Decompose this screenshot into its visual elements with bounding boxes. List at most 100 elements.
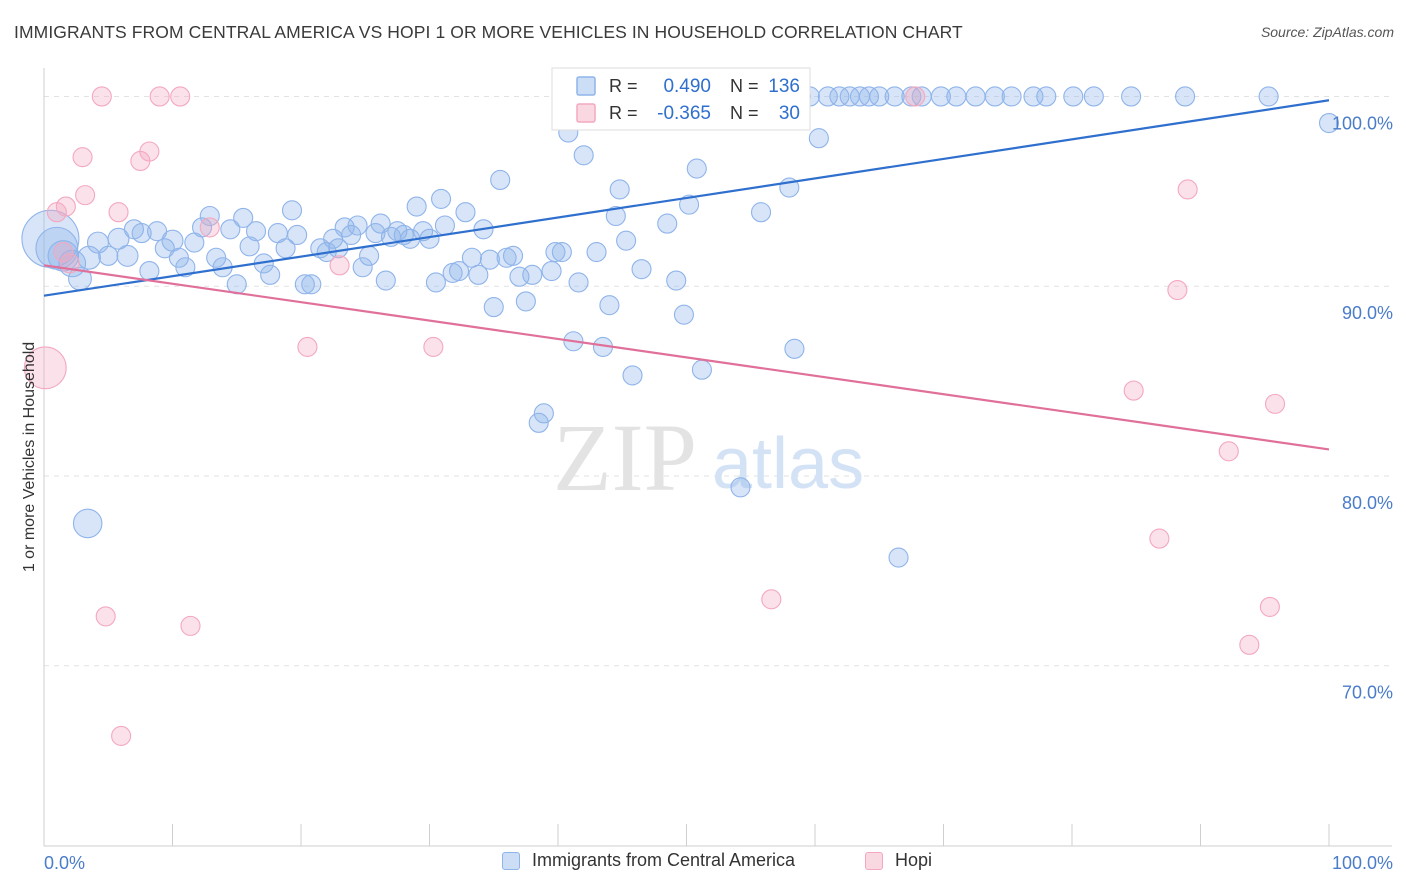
point-central-america-128 xyxy=(1036,86,1057,107)
point-hopi-15 xyxy=(180,615,201,636)
point-hopi-0 xyxy=(23,346,67,390)
point-central-america-130 xyxy=(1083,86,1104,107)
point-central-america-71 xyxy=(522,264,543,285)
legend-swatch-central-america xyxy=(502,851,520,870)
stats-r-value-1: -0.365 xyxy=(657,103,711,124)
point-central-america-75 xyxy=(545,242,566,263)
point-central-america-45 xyxy=(365,223,386,244)
x-tick-label-0: 0.0% xyxy=(44,853,85,873)
legend-item-central-america[interactable]: Immigrants from Central America xyxy=(502,850,795,871)
point-hopi-23 xyxy=(1149,528,1170,549)
point-central-america-60 xyxy=(455,202,476,223)
point-central-america-134 xyxy=(1318,112,1340,134)
point-central-america-97 xyxy=(691,359,712,380)
point-central-america-112 xyxy=(817,86,838,107)
stats-n-label-0: N = xyxy=(730,76,759,96)
point-hopi-10 xyxy=(111,725,132,746)
point-central-america-116 xyxy=(858,86,880,107)
point-central-america-62 xyxy=(468,264,489,285)
point-central-america-29 xyxy=(260,264,281,285)
legend: Immigrants from Central America Hopi xyxy=(0,850,1406,880)
axes xyxy=(43,68,1392,847)
point-central-america-118 xyxy=(884,86,905,107)
point-hopi-26 xyxy=(1218,441,1239,462)
point-central-america-123 xyxy=(946,86,967,107)
point-central-america-46 xyxy=(370,213,391,234)
point-central-america-135 xyxy=(72,508,103,539)
point-hopi-17 xyxy=(297,336,318,357)
point-central-america-124 xyxy=(965,86,986,107)
y-tick-label-0: 70.0% xyxy=(1342,683,1393,703)
point-central-america-111 xyxy=(808,128,829,149)
point-central-america-27 xyxy=(245,221,267,242)
point-hopi-9 xyxy=(108,202,129,223)
point-central-america-80 xyxy=(573,145,594,166)
point-central-america-68 xyxy=(502,245,524,266)
point-central-america-23 xyxy=(220,219,241,240)
legend-label-central-america: Immigrants from Central America xyxy=(532,850,796,870)
point-central-america-25 xyxy=(233,207,254,228)
point-central-america-8 xyxy=(107,227,130,250)
point-central-america-13 xyxy=(147,221,168,242)
point-central-america-113 xyxy=(829,86,850,107)
point-hopi-2 xyxy=(53,242,74,263)
point-central-america-72 xyxy=(528,412,549,433)
point-central-america-11 xyxy=(131,223,152,244)
y-tick-label-1: 80.0% xyxy=(1342,493,1393,513)
point-central-america-17 xyxy=(175,257,196,278)
point-central-america-101 xyxy=(730,477,751,498)
point-central-america-47 xyxy=(375,270,396,291)
point-hopi-20 xyxy=(761,589,782,610)
point-central-america-73 xyxy=(533,403,554,424)
point-central-america-74 xyxy=(541,260,562,282)
point-central-america-96 xyxy=(686,158,707,179)
point-central-america-32 xyxy=(281,200,303,221)
point-central-america-20 xyxy=(199,205,220,227)
point-central-america-61 xyxy=(461,247,482,268)
point-central-america-42 xyxy=(347,215,368,236)
point-central-america-104 xyxy=(750,202,772,223)
point-hopi-22 xyxy=(1123,380,1144,401)
legend-swatch-hopi xyxy=(865,851,883,870)
stats-r-value-0: 0.490 xyxy=(663,76,711,97)
y-tick-labels: 70.0% 80.0% 90.0% 100.0% xyxy=(1332,113,1393,702)
point-hopi-16 xyxy=(199,217,220,238)
stats-n-value-0: 136 xyxy=(768,76,800,97)
point-central-america-43 xyxy=(352,257,373,278)
point-hopi-3 xyxy=(55,196,76,217)
point-central-america-31 xyxy=(275,238,296,259)
point-central-america-7 xyxy=(98,245,119,266)
point-central-america-132 xyxy=(1175,86,1196,107)
stats-box: R = 0.490 N = 136 R = -0.365 N = 30 xyxy=(551,67,811,131)
point-central-america-88 xyxy=(622,365,643,386)
point-central-america-65 xyxy=(483,297,504,318)
y-tick-label-2: 90.0% xyxy=(1342,303,1393,323)
chart-title: IMMIGRANTS FROM CENTRAL AMERICA VS HOPI … xyxy=(14,22,963,42)
point-central-america-55 xyxy=(425,272,446,293)
grid xyxy=(44,95,1392,667)
point-central-america-108 xyxy=(784,338,805,359)
stats-r-label-1: R = xyxy=(609,103,638,123)
point-hopi-6 xyxy=(75,185,96,206)
point-central-america-70 xyxy=(515,291,536,312)
point-central-america-85 xyxy=(605,205,626,227)
point-central-america-19 xyxy=(192,217,213,238)
point-central-america-129 xyxy=(1063,86,1084,107)
legend-item-hopi[interactable]: Hopi xyxy=(865,850,932,871)
point-central-america-119 xyxy=(888,547,909,568)
point-hopi-8 xyxy=(95,606,116,627)
trend-line-central-america xyxy=(43,99,1330,297)
y-axis-label: 1 or more Vehicles in Household xyxy=(21,342,38,572)
point-hopi-19 xyxy=(423,336,444,357)
stats-swatch-1 xyxy=(576,103,596,123)
point-hopi-7 xyxy=(91,86,112,107)
watermark: ZIP atlas xyxy=(553,404,864,511)
data-points xyxy=(21,86,1340,746)
point-hopi-21 xyxy=(905,86,926,107)
point-central-america-92 xyxy=(657,213,678,234)
point-central-america-9 xyxy=(116,244,139,267)
point-central-america-87 xyxy=(616,230,637,251)
point-central-america-57 xyxy=(434,215,455,236)
legend-label-hopi: Hopi xyxy=(895,850,933,870)
